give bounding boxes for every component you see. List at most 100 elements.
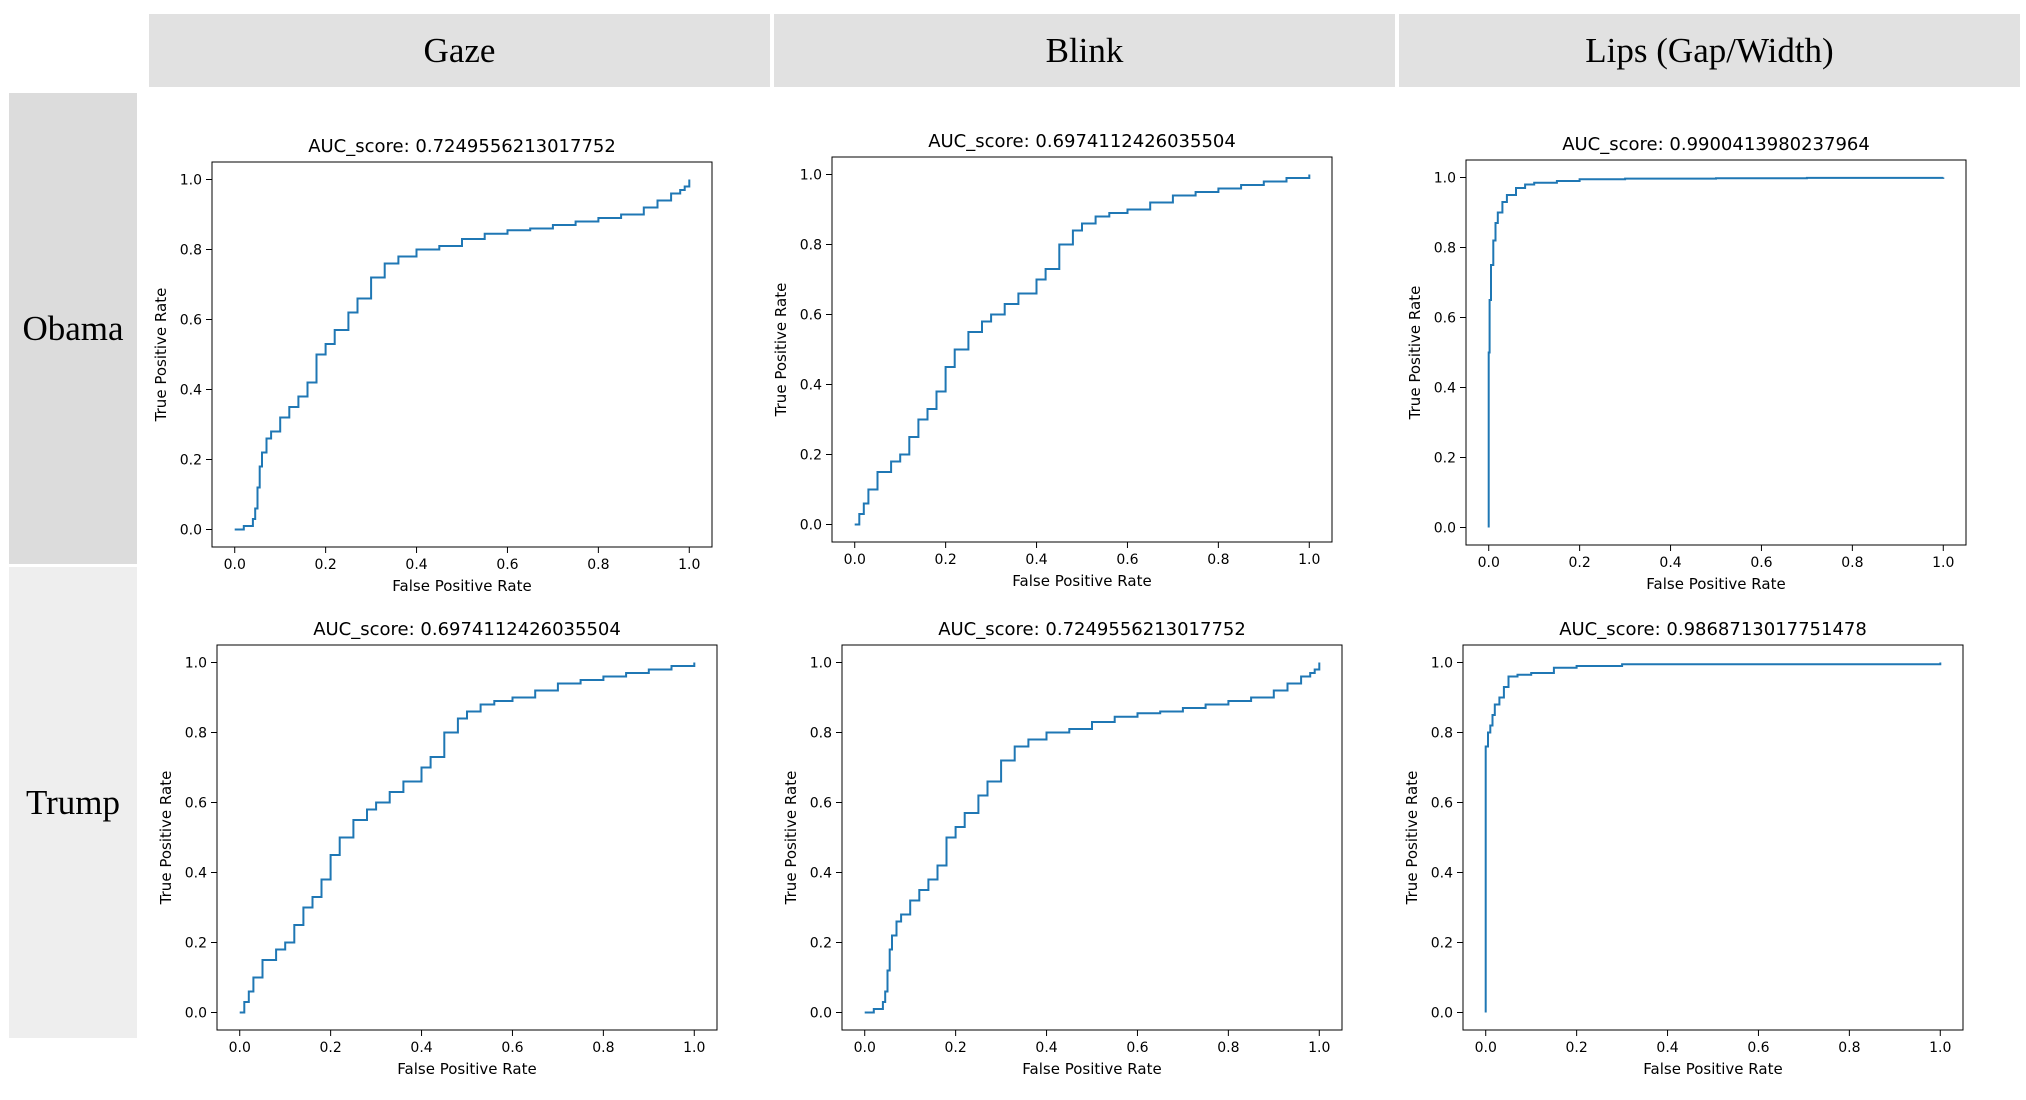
- x-tick-label: 1.0: [678, 557, 700, 573]
- x-tick-label: 0.6: [1750, 555, 1772, 571]
- y-tick-label: 0.8: [810, 726, 832, 742]
- row-header-label: Obama: [22, 308, 124, 348]
- y-tick-label: 1.0: [1431, 656, 1453, 672]
- x-axis-label: False Positive Rate: [1646, 575, 1785, 593]
- y-axis-label: True Positive Rate: [157, 771, 175, 906]
- x-tick-label: 0.8: [1207, 552, 1229, 568]
- x-tick-label: 0.0: [844, 552, 866, 568]
- roc-curve-line: [234, 179, 691, 531]
- x-tick-label: 1.0: [1298, 552, 1320, 568]
- x-tick-label: 1.0: [1929, 1040, 1951, 1056]
- roc-chart-obama-gaze: AUC_score: 0.7249556213017752 0.0 0.2 0.4 0.…: [150, 130, 760, 605]
- roc-chart-svg: AUC_score: 0.6974112426035504 0.0 0.2 0.4 0.…: [772, 131, 1333, 590]
- y-tick-label: 1.0: [1434, 171, 1456, 187]
- x-tick-label: 0.6: [501, 1040, 523, 1056]
- y-tick-label: 1.0: [810, 656, 832, 672]
- roc-curve-line: [239, 662, 696, 1014]
- x-tick-label: 0.4: [1656, 1040, 1678, 1056]
- y-tick-label: 0.2: [1431, 936, 1453, 952]
- y-tick-label: 0.4: [1431, 866, 1453, 882]
- x-tick-label: 0.4: [1035, 1040, 1057, 1056]
- x-tick-label: 0.0: [854, 1040, 876, 1056]
- x-tick-label: 0.4: [410, 1040, 432, 1056]
- y-tick-label: 0.6: [185, 796, 207, 812]
- plot-frame: [1465, 159, 1967, 546]
- chart-title: AUC_score: 0.9868713017751478: [1559, 619, 1867, 640]
- chart-title: AUC_score: 0.7249556213017752: [308, 136, 616, 157]
- y-tick-label: 0.0: [185, 1006, 207, 1022]
- x-axis-label: False Positive Rate: [397, 1060, 536, 1078]
- column-header-label: Lips (Gap/Width): [1585, 30, 1834, 70]
- column-header-gaze: Gaze: [149, 14, 770, 87]
- y-tick-label: 0.2: [1434, 451, 1456, 467]
- y-tick-label: 0.8: [180, 243, 202, 259]
- y-tick-label: 0.8: [1431, 726, 1453, 742]
- x-tick-label: 0.0: [1475, 1040, 1497, 1056]
- x-tick-label: 0.4: [405, 557, 427, 573]
- plot-frame: [216, 644, 718, 1031]
- roc-chart-obama-lips: AUC_score: 0.9900413980237964 0.0 0.2 0.4 0.…: [1404, 128, 2014, 603]
- y-tick-label: 0.4: [1434, 381, 1456, 397]
- y-tick-label: 0.2: [185, 936, 207, 952]
- roc-chart-svg: AUC_score: 0.9868713017751478 0.0 0.2 0.4 0.…: [1403, 619, 1964, 1078]
- x-tick-label: 0.2: [945, 1040, 967, 1056]
- y-tick-label: 0.2: [810, 936, 832, 952]
- column-header-label: Gaze: [423, 30, 496, 70]
- y-tick-label: 0.4: [810, 866, 832, 882]
- y-tick-label: 1.0: [180, 173, 202, 189]
- x-tick-label: 0.8: [587, 557, 609, 573]
- y-tick-label: 0.6: [800, 308, 822, 324]
- roc-curve-line: [864, 662, 1321, 1014]
- chart-title: AUC_score: 0.7249556213017752: [938, 619, 1246, 640]
- x-tick-label: 0.8: [592, 1040, 614, 1056]
- x-tick-label: 0.6: [1116, 552, 1138, 568]
- y-axis-label: True Positive Rate: [772, 283, 790, 418]
- y-tick-label: 0.2: [800, 448, 822, 464]
- y-axis-label: True Positive Rate: [1403, 771, 1421, 906]
- y-tick-label: 0.6: [180, 313, 202, 329]
- y-tick-label: 0.6: [810, 796, 832, 812]
- x-tick-label: 0.8: [1841, 555, 1863, 571]
- y-tick-label: 0.0: [1431, 1006, 1453, 1022]
- x-tick-label: 0.0: [224, 557, 246, 573]
- plot-frame: [211, 161, 713, 548]
- column-header-blink: Blink: [774, 14, 1395, 87]
- roc-chart-obama-blink: AUC_score: 0.6974112426035504 0.0 0.2 0.4 0.…: [770, 125, 1380, 600]
- x-tick-label: 0.4: [1025, 552, 1047, 568]
- y-tick-label: 0.0: [810, 1006, 832, 1022]
- y-tick-label: 0.2: [180, 453, 202, 469]
- roc-curve-line: [1484, 662, 1942, 1013]
- plot-frame: [1462, 644, 1964, 1031]
- y-tick-label: 0.0: [1434, 521, 1456, 537]
- roc-chart-svg: AUC_score: 0.7249556213017752 0.0 0.2 0.4 0.…: [152, 136, 713, 595]
- x-tick-label: 0.0: [1478, 555, 1500, 571]
- roc-chart-svg: AUC_score: 0.7249556213017752 0.0 0.2 0.4 0.…: [782, 619, 1343, 1078]
- y-tick-label: 0.8: [800, 238, 822, 254]
- y-tick-label: 0.8: [1434, 241, 1456, 257]
- roc-curve-line: [854, 174, 1311, 526]
- x-tick-label: 0.6: [1747, 1040, 1769, 1056]
- x-tick-label: 1.0: [683, 1040, 705, 1056]
- x-tick-label: 1.0: [1308, 1040, 1330, 1056]
- y-axis-label: True Positive Rate: [1406, 286, 1424, 421]
- x-axis-label: False Positive Rate: [1022, 1060, 1161, 1078]
- x-axis-label: False Positive Rate: [1012, 572, 1151, 590]
- chart-title: AUC_score: 0.9900413980237964: [1562, 134, 1870, 155]
- chart-title: AUC_score: 0.6974112426035504: [928, 131, 1236, 152]
- y-tick-label: 0.6: [1434, 311, 1456, 327]
- y-tick-label: 0.0: [180, 523, 202, 539]
- row-header-trump: Trump: [9, 567, 137, 1038]
- y-tick-label: 0.6: [1431, 796, 1453, 812]
- row-header-label: Trump: [25, 782, 121, 822]
- x-tick-label: 0.2: [315, 557, 337, 573]
- column-header-lips: Lips (Gap/Width): [1399, 14, 2020, 87]
- roc-chart-trump-gaze: AUC_score: 0.6974112426035504 0.0 0.2 0.4 0.…: [155, 613, 765, 1088]
- y-tick-label: 0.0: [800, 518, 822, 534]
- y-tick-label: 0.4: [800, 378, 822, 394]
- x-axis-label: False Positive Rate: [1643, 1060, 1782, 1078]
- y-tick-label: 0.4: [180, 383, 202, 399]
- chart-title: AUC_score: 0.6974112426035504: [313, 619, 621, 640]
- x-tick-label: 0.2: [320, 1040, 342, 1056]
- x-tick-label: 0.2: [935, 552, 957, 568]
- y-axis-label: True Positive Rate: [782, 771, 800, 906]
